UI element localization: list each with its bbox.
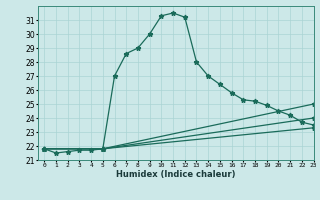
X-axis label: Humidex (Indice chaleur): Humidex (Indice chaleur): [116, 170, 236, 179]
